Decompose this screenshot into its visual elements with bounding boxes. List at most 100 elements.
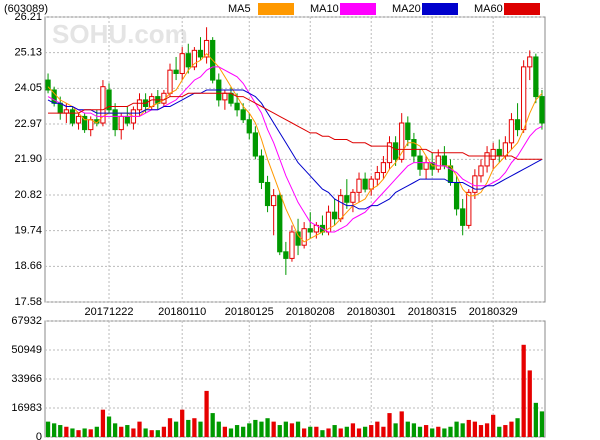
volume-bar	[521, 344, 526, 437]
volume-bar	[289, 423, 295, 437]
volume-bar	[362, 426, 368, 437]
candle-body	[344, 195, 350, 203]
candle-body	[368, 178, 374, 190]
candle-body	[283, 251, 289, 259]
candle-body	[234, 102, 240, 111]
candle-body	[374, 172, 380, 180]
candle-body	[435, 155, 441, 170]
candle-body	[441, 155, 448, 167]
watermark: SOHU.com	[52, 19, 188, 49]
candle-body	[533, 56, 539, 98]
candle-body	[222, 92, 228, 101]
candle-body	[167, 69, 173, 94]
volume-bar	[76, 430, 81, 437]
volume-bar	[491, 414, 496, 437]
volume-bar	[94, 426, 99, 437]
candle-body	[514, 119, 521, 131]
x-tick-label: 20180329	[469, 306, 518, 318]
volume-bar	[356, 428, 362, 437]
volume-bar	[484, 423, 490, 437]
candle-body	[246, 119, 252, 134]
volume-bar	[399, 411, 404, 437]
volume-bar	[283, 421, 288, 437]
volume-bar	[533, 402, 538, 437]
candle-body	[521, 66, 527, 131]
volume-bar	[228, 428, 234, 437]
volume-bar	[302, 428, 307, 437]
volume-bar	[265, 418, 270, 437]
candle-body	[240, 109, 246, 121]
candle-body	[118, 115, 124, 131]
volume-bar	[417, 426, 423, 437]
candle-body	[136, 99, 143, 111]
y-tick-label: 67932	[11, 315, 42, 327]
legend-label: MA20	[392, 3, 421, 15]
x-tick-label: 20180301	[347, 306, 396, 318]
volume-bar	[241, 426, 246, 437]
volume-bar	[173, 421, 179, 437]
volume-bar	[314, 426, 319, 437]
candle-body	[124, 115, 130, 124]
volume-bar	[161, 426, 167, 437]
y-tick-label: 19.74	[14, 225, 42, 237]
candle-body	[478, 165, 484, 177]
ma-line	[47, 66, 543, 233]
candle-body	[399, 122, 405, 160]
volume-bar	[64, 426, 69, 437]
y-tick-label: 25.13	[14, 47, 42, 59]
volume-bar	[100, 409, 106, 437]
candle-body	[362, 178, 368, 190]
volume-bar	[131, 428, 136, 437]
candle-body	[527, 56, 533, 68]
y-tick-label: 16983	[11, 402, 42, 414]
candle-body	[75, 115, 82, 124]
y-tick-label: 22.97	[14, 118, 42, 130]
volume-bar	[405, 421, 410, 437]
volume-bar	[509, 421, 514, 437]
candle-body	[411, 139, 417, 157]
candle-body	[386, 142, 393, 164]
volume-bar	[204, 390, 209, 437]
candle-body	[460, 208, 466, 226]
candle-body	[112, 109, 118, 131]
legend-swatch	[258, 3, 294, 15]
y-tick-label: 50949	[11, 344, 42, 356]
volume-bar	[338, 428, 343, 437]
candle-body	[295, 231, 301, 246]
y-tick-label: 17.58	[14, 296, 42, 308]
volume-bar	[503, 425, 508, 437]
volume-bar	[149, 430, 154, 437]
volume-bar	[82, 428, 87, 437]
volume-bar	[326, 428, 331, 437]
volume-bar	[423, 425, 429, 437]
volume-bar	[448, 426, 453, 437]
volume-bar	[247, 423, 252, 437]
legend-swatch	[422, 3, 458, 15]
candle-body	[88, 119, 94, 131]
volume-bar	[222, 426, 228, 437]
candle-body	[466, 191, 472, 226]
volume-bar	[454, 421, 459, 437]
candle-body	[350, 191, 356, 203]
candle-body	[380, 162, 387, 174]
candle-body	[203, 39, 210, 58]
x-tick-label: 20180125	[225, 306, 274, 318]
candle-body	[82, 115, 88, 131]
volume-bar	[308, 426, 313, 437]
candle-body	[106, 89, 112, 111]
volume-bar	[442, 428, 447, 437]
candle-body	[289, 231, 295, 259]
volume-bar	[271, 421, 276, 437]
volume-bar	[369, 425, 374, 437]
candle-body	[264, 181, 271, 207]
candle-body	[332, 211, 338, 220]
candle-body	[191, 49, 198, 68]
candle-body	[228, 92, 234, 104]
candle-body	[69, 109, 76, 124]
volume-bar	[436, 426, 441, 437]
candle-body	[490, 148, 496, 160]
legend-swatch	[340, 3, 376, 15]
y-tick-label: 18.66	[14, 260, 42, 272]
